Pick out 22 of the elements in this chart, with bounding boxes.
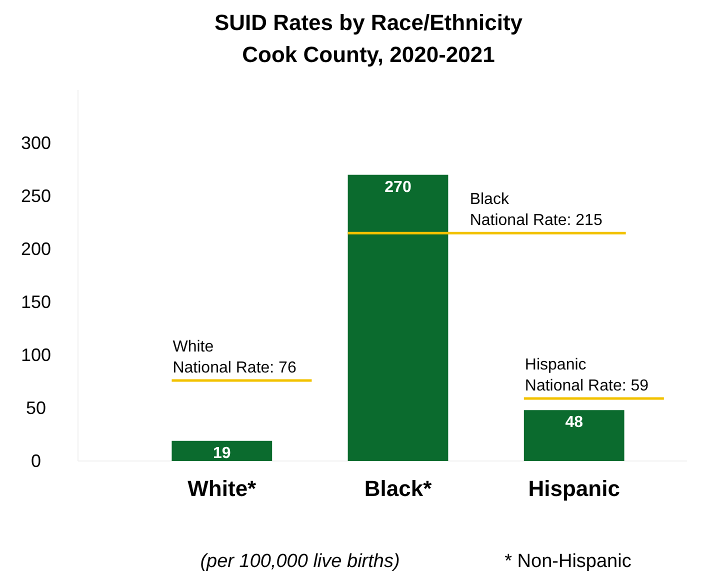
- bar: [524, 410, 624, 461]
- ref-line-label: White National Rate: 76: [172, 338, 296, 376]
- y-tick-label: 300: [20, 133, 52, 153]
- x-tick-label: Hispanic: [528, 476, 620, 501]
- ref-line-label: Hispanic National Rate: 59: [524, 356, 649, 394]
- bar: [172, 440, 272, 461]
- x-tick-label: White*: [188, 476, 257, 501]
- bar: [348, 174, 448, 461]
- y-tick-label: 0: [30, 451, 42, 471]
- text: * Non-Hispanic: [504, 551, 632, 572]
- y-tick-label: 250: [20, 186, 52, 206]
- y-tick-label: 150: [20, 292, 52, 312]
- ref-line-label: Black National Rate: 215: [470, 191, 602, 230]
- data-label: 48: [565, 414, 584, 432]
- x-tick-label: Black*: [364, 476, 432, 501]
- chart-title: SUID Rates by Race/Ethnicity Cook County, 2020-2021: [214, 10, 524, 67]
- y-tick-label: 200: [20, 239, 52, 259]
- data-label: 270: [384, 178, 412, 196]
- data-label: 19: [213, 444, 231, 462]
- y-tick-label: 50: [26, 398, 46, 418]
- text: (per 100,000 live births): [200, 551, 400, 572]
- y-tick-label: 100: [20, 345, 52, 365]
